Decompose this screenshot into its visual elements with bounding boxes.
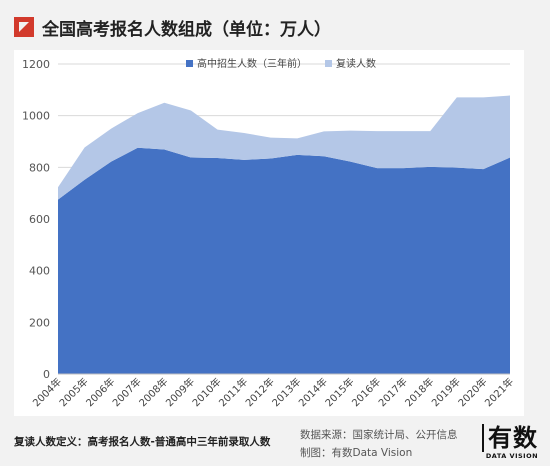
x-tick-label: 2010年 xyxy=(189,375,223,409)
x-tick-label: 2008年 xyxy=(136,375,170,409)
title-bar: 全国高考报名人数组成（单位：万人） xyxy=(14,14,331,40)
y-tick-label: 0 xyxy=(43,368,50,381)
y-tick-label: 200 xyxy=(29,316,50,329)
x-tick-label: 2012年 xyxy=(243,375,277,409)
brand-logo: 有数 DATA VISION xyxy=(482,424,542,464)
y-axis: 0 200 400 600 800 1000 1200 xyxy=(22,58,50,381)
x-axis: 2004年2005年2006年2007年2008年2009年2010年2011年… xyxy=(30,373,516,409)
definition-note: 复读人数定义：高考报名人数-普通高中三年前录取人数 xyxy=(14,436,271,448)
legend: 高中招生人数（三年前） 复读人数 xyxy=(186,57,376,70)
x-tick-label: 2005年 xyxy=(56,375,90,409)
title-marker-icon xyxy=(14,17,34,37)
series-areas xyxy=(58,95,510,374)
x-tick-label: 2013年 xyxy=(269,375,303,409)
y-tick-label: 600 xyxy=(29,213,50,226)
x-tick-label: 2009年 xyxy=(163,375,197,409)
x-tick-label: 2014年 xyxy=(296,375,330,409)
legend-swatch-1 xyxy=(186,60,193,67)
x-tick-label: 2015年 xyxy=(322,375,356,409)
series-area-2 xyxy=(58,95,510,200)
brand-sub-text: DATA VISION xyxy=(485,452,539,460)
series-area-1 xyxy=(58,147,510,374)
y-tick-label: 800 xyxy=(29,161,50,174)
footer: 复读人数定义：高考报名人数-普通高中三年前录取人数 数据来源：国家统计局、公开信… xyxy=(0,420,550,466)
x-tick-label: 2021年 xyxy=(482,375,516,409)
x-tick-label: 2019年 xyxy=(429,375,463,409)
x-tick-label: 2018年 xyxy=(402,375,436,409)
x-tick-label: 2016年 xyxy=(349,375,383,409)
y-tick-label: 400 xyxy=(29,265,50,278)
made-by-text: 制图：有数Data Vision xyxy=(300,447,413,459)
legend-swatch-2 xyxy=(325,60,332,67)
x-tick-label: 2020年 xyxy=(455,375,489,409)
brand-main-text: 有数 xyxy=(482,424,542,452)
legend-label-1: 高中招生人数（三年前） xyxy=(197,57,307,70)
x-tick-label: 2011年 xyxy=(216,375,250,409)
x-tick-label: 2017年 xyxy=(376,375,410,409)
x-tick-label: 2007年 xyxy=(110,375,144,409)
y-tick-label: 1200 xyxy=(22,58,50,71)
chart-area: 0 200 400 600 800 1000 1200 2004年 2005年 2006年 200… xyxy=(14,50,524,416)
source-block: 数据来源：国家统计局、公开信息 制图：有数Data Vision xyxy=(300,426,458,462)
source-text: 数据来源：国家统计局、公开信息 xyxy=(300,429,458,441)
chart-title: 全国高考报名人数组成（单位：万人） xyxy=(42,19,331,40)
area-chart: 0 200 400 600 800 1000 1200 2004年2005年2006年200… xyxy=(22,57,516,409)
legend-label-2: 复读人数 xyxy=(336,57,376,70)
y-tick-label: 1000 xyxy=(22,110,50,123)
x-tick-label: 2006年 xyxy=(83,375,117,409)
